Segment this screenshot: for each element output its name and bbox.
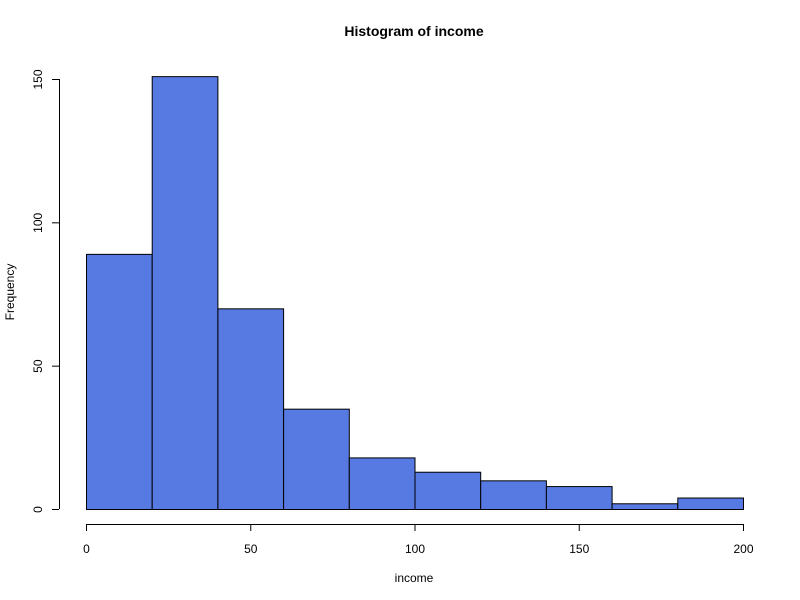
y-axis: 0 50 100 150 (31, 69, 60, 513)
x-tick-label: 0 (83, 542, 90, 556)
y-tick-label: 0 (31, 506, 45, 513)
histogram-bar (480, 480, 547, 511)
histogram-bar (414, 471, 482, 511)
histogram-bar (217, 308, 285, 511)
x-axis-label: income (395, 571, 434, 585)
bars-group (86, 76, 744, 511)
histogram-bar (283, 408, 350, 510)
histogram-bar (151, 76, 219, 510)
y-axis-label: Frequency (3, 264, 17, 321)
y-tick-label: 50 (31, 359, 45, 373)
x-tick-label: 200 (733, 542, 753, 556)
x-tick-label: 150 (569, 542, 589, 556)
chart-title: Histogram of income (344, 23, 483, 39)
y-tick-label: 150 (31, 69, 45, 89)
x-axis: 0 50 100 150 200 (83, 524, 754, 556)
histogram-bar (611, 503, 679, 510)
histogram-bar (86, 253, 153, 510)
x-tick-label: 100 (405, 542, 425, 556)
y-tick-label: 100 (31, 213, 45, 233)
histogram-bar (348, 457, 416, 510)
x-tick-label: 50 (244, 542, 258, 556)
histogram-bar (677, 497, 744, 510)
histogram-bar (545, 486, 613, 511)
